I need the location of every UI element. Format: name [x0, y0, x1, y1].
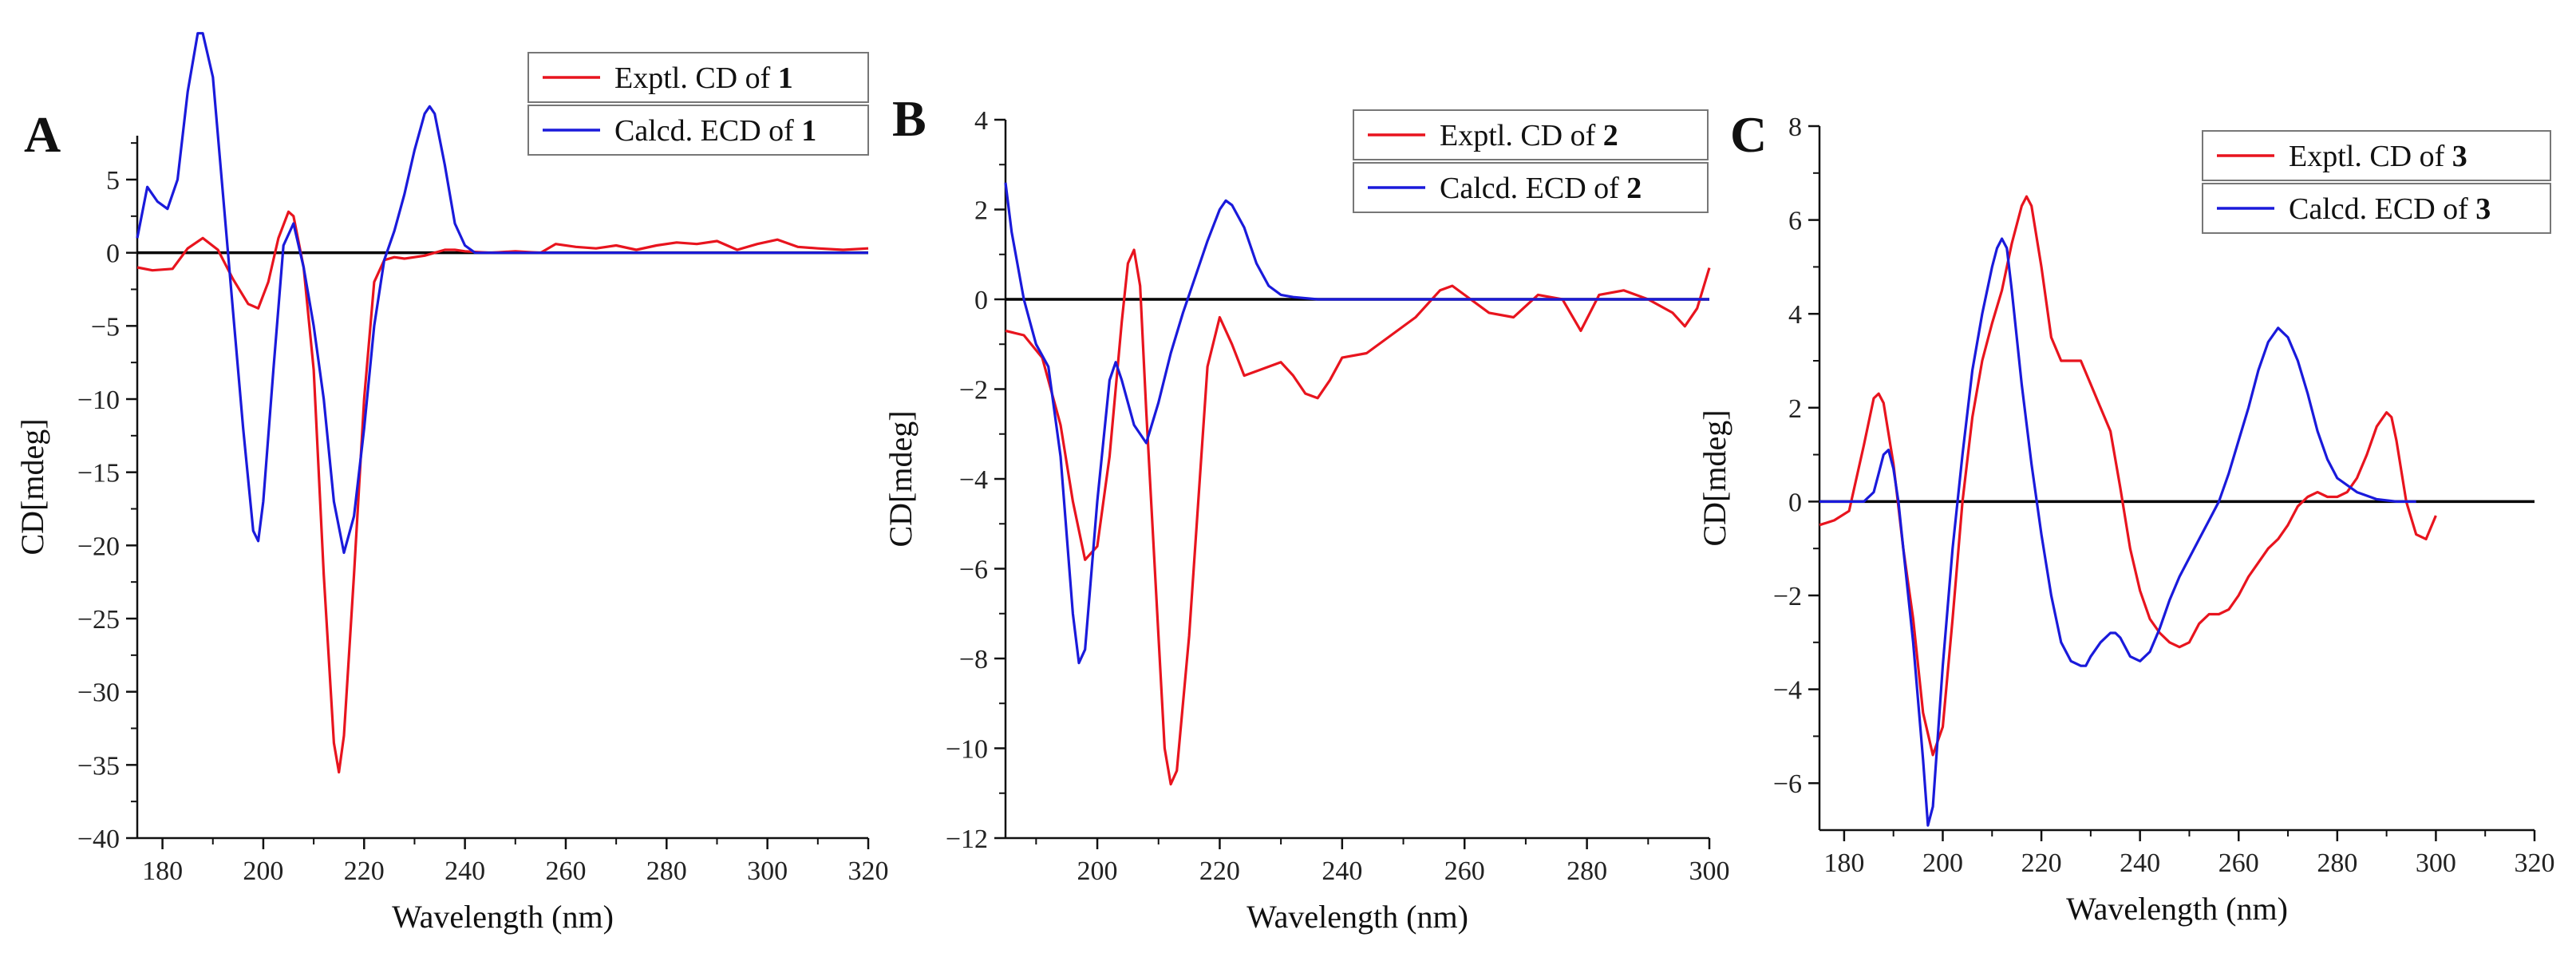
y-tick-label: 4 [974, 106, 988, 136]
x-tick-label: 240 [2120, 848, 2160, 878]
y-tick-label: −35 [77, 751, 120, 781]
legend-entry: Calcd. ECD of 1 [527, 105, 869, 156]
series-line-exptl [136, 210, 869, 774]
x-tick-label: 300 [1689, 856, 1730, 886]
y-axis-label: CD[mdeg] [14, 418, 50, 555]
series-line-calcd [136, 32, 868, 555]
legend-label: Exptl. CD of 3 [2289, 140, 2467, 173]
legend-entry: Exptl. CD of 3 [2202, 130, 2551, 181]
x-tick-label: 300 [747, 856, 788, 886]
series-line-calcd [1004, 182, 1709, 665]
y-tick-label: −10 [946, 735, 988, 765]
x-tick-label: 280 [1567, 856, 1607, 886]
y-tick-label: −2 [1773, 582, 1802, 611]
y-tick-label: −6 [959, 556, 988, 585]
x-tick-label: 180 [1823, 848, 1864, 878]
y-tick-label: −25 [77, 605, 120, 635]
y-tick-label: 5 [106, 166, 120, 196]
y-tick-label: −15 [77, 459, 120, 488]
y-tick-label: −4 [1773, 676, 1802, 706]
y-axis-label: CD[mdeg] [1697, 409, 1732, 546]
x-axis-label: Wavelength (nm) [2066, 891, 2288, 927]
x-axis-label: Wavelength (nm) [1247, 899, 1468, 935]
y-tick-label: −4 [959, 465, 988, 495]
y-tick-label: −20 [77, 532, 120, 561]
panel-letter: B [892, 90, 926, 147]
y-tick-label: −2 [959, 376, 988, 405]
panel-b: 200 220 240 260 280 300 −12 −10 −8 −6 −4 −2 0 2 4 Wavel… [883, 90, 1730, 935]
y-tick-label: 2 [974, 196, 988, 226]
x-tick-label: 200 [1922, 848, 1963, 878]
panel-c: 180 200 220 240 260 280 300 320 −6 −4 −2 0 2 4 6 8 Wavel… [1697, 106, 2555, 927]
x-tick-label: 280 [646, 856, 687, 886]
panel-letter: A [24, 106, 61, 163]
x-tick-label: 220 [1199, 856, 1240, 886]
x-tick-label: 260 [545, 856, 586, 886]
series-line-exptl [1819, 195, 2437, 757]
x-tick-label: 240 [1322, 856, 1362, 886]
panel-a: 180 200 220 240 260 280 300 320 −40 −35 −30 −25 −20 −… [14, 32, 889, 935]
x-tick-label: 320 [2515, 848, 2555, 878]
x-tick-label: 240 [444, 856, 485, 886]
x-tick-label: 180 [142, 856, 183, 886]
legend-label: Exptl. CD of 2 [1440, 119, 1618, 152]
y-tick-label: 0 [1788, 488, 1802, 517]
y-tick-label: 8 [1788, 113, 1802, 142]
y-tick-label: 0 [106, 239, 120, 269]
legend-entry: Exptl. CD of 1 [527, 52, 869, 103]
legend-label: Calcd. ECD of 3 [2289, 192, 2491, 226]
x-tick-label: 300 [2416, 848, 2456, 878]
panel-letter: C [1730, 106, 1767, 163]
y-tick-label: −5 [91, 312, 120, 342]
y-tick-label: −8 [959, 645, 988, 674]
y-tick-label: −10 [77, 386, 120, 415]
x-tick-label: 220 [344, 856, 385, 886]
x-tick-label: 200 [243, 856, 283, 886]
series-line-calcd [1819, 237, 2416, 827]
x-tick-label: 200 [1077, 856, 1118, 886]
y-tick-label: −40 [77, 825, 120, 854]
legend-entry: Calcd. ECD of 2 [1353, 162, 1709, 213]
y-tick-label: −30 [77, 678, 120, 708]
x-tick-label: 280 [2317, 848, 2357, 878]
x-tick-label: 220 [2021, 848, 2062, 878]
x-tick-label: 260 [1444, 856, 1485, 886]
y-tick-label: −12 [946, 825, 988, 854]
x-tick-label: 260 [2218, 848, 2259, 878]
legend-entry: Calcd. ECD of 3 [2202, 183, 2551, 234]
y-tick-label: 6 [1788, 207, 1802, 236]
x-axis-label: Wavelength (nm) [392, 899, 614, 935]
legend-label: Calcd. ECD of 2 [1440, 172, 1642, 205]
x-tick-label: 320 [848, 856, 889, 886]
y-tick-label: −6 [1773, 769, 1802, 799]
y-tick-label: 0 [974, 286, 988, 315]
legend-label: Calcd. ECD of 1 [614, 114, 816, 148]
y-axis-label: CD[mdeg] [883, 410, 919, 547]
y-tick-label: 2 [1788, 394, 1802, 424]
legend-entry: Exptl. CD of 2 [1353, 109, 1709, 160]
y-tick-label: 4 [1788, 300, 1802, 330]
legend-label: Exptl. CD of 1 [614, 61, 793, 95]
series-line-exptl [1005, 248, 1711, 786]
